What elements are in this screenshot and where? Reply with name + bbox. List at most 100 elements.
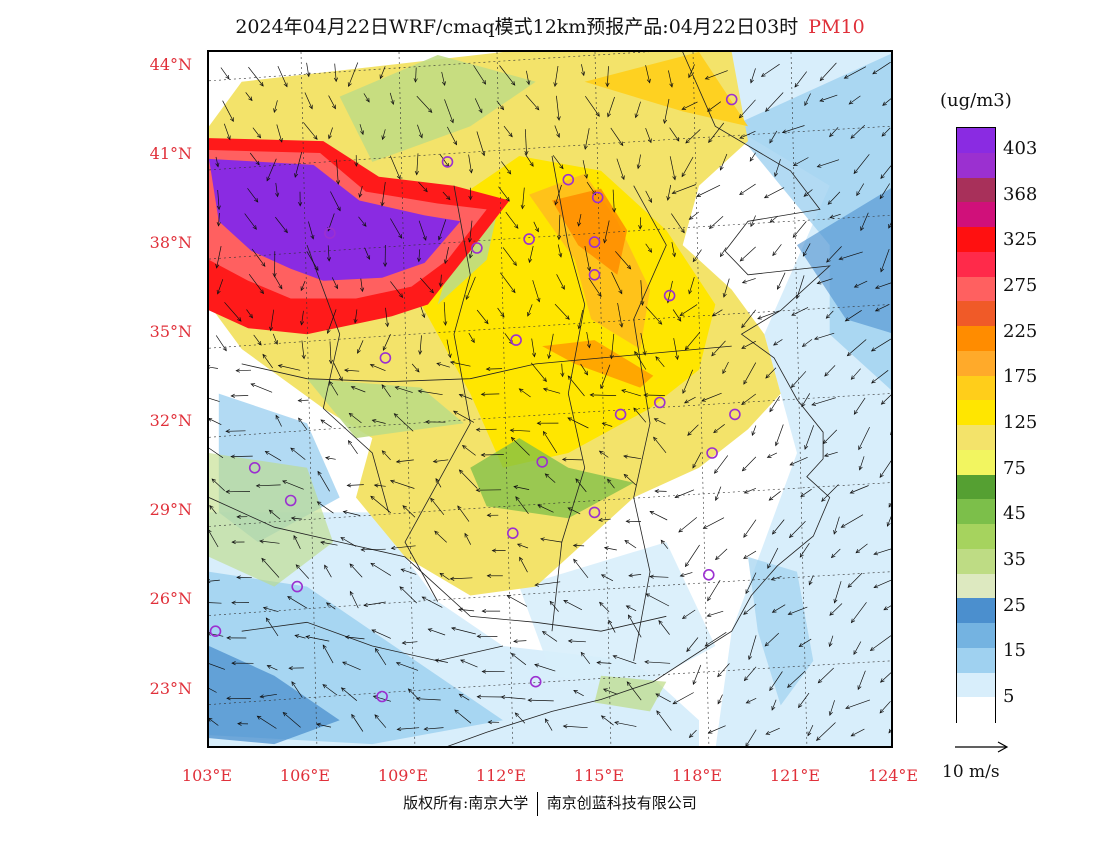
wind-vector (883, 605, 891, 611)
wind-vector (216, 246, 222, 268)
wind-arrowhead (798, 703, 803, 709)
wind-arrowhead (563, 600, 568, 604)
wind-vector (802, 339, 813, 347)
wind-vector (580, 363, 588, 375)
wind-vector (390, 480, 415, 489)
wind-vector (359, 185, 363, 198)
wind-vector (209, 397, 220, 402)
wind-vector (217, 279, 224, 295)
wind-vector (887, 515, 891, 527)
legend-label: 275 (1003, 274, 1038, 296)
wind-vector (616, 158, 625, 180)
wind-vector (527, 304, 533, 317)
wind-arrowhead (350, 385, 356, 390)
wind-arrowhead (334, 284, 338, 290)
wind-vector (792, 221, 807, 238)
wind-arrowhead (430, 497, 435, 503)
wind-arrowhead (340, 537, 346, 541)
wind-vector (343, 511, 360, 516)
wind-arrowhead (353, 318, 358, 324)
wind-vector (808, 575, 814, 585)
wind-arrowhead (776, 285, 781, 290)
wind-vector (545, 473, 556, 483)
wind-arrowhead (672, 252, 677, 258)
station-marker (471, 242, 483, 254)
wind-vector (628, 614, 642, 638)
wind-vector (510, 429, 531, 432)
wind-arrowhead (747, 655, 752, 661)
wind-vector (443, 302, 446, 326)
wind-vector (880, 248, 890, 272)
wind-vector (793, 157, 809, 166)
wind-vector (769, 215, 779, 223)
wind-vector (804, 93, 811, 106)
wind-arrowhead (385, 322, 390, 328)
wind-arrowhead (739, 190, 744, 195)
wind-vector (772, 519, 785, 535)
wind-vector (502, 247, 517, 266)
station-marker (725, 93, 738, 106)
wind-arrowhead (561, 457, 567, 462)
wind-arrowhead (252, 225, 257, 230)
wind-vector (674, 489, 695, 498)
wind-arrowhead (300, 286, 305, 292)
wind-arrowhead (458, 469, 464, 474)
copyright-right: 南京创蓝科技有限公司 (546, 794, 697, 812)
wind-vector (328, 127, 333, 139)
wind-vector (712, 309, 723, 317)
wind-arrowhead (534, 582, 540, 587)
wind-arrowhead (518, 388, 524, 393)
wind-vector (209, 530, 219, 548)
wind-arrowhead (336, 206, 341, 212)
wind-arrowhead (333, 77, 339, 83)
station-marker (506, 527, 519, 540)
wind-vector (672, 692, 694, 705)
wind-arrowhead (704, 75, 710, 80)
wind-arrowhead (266, 665, 272, 669)
wind-arrowhead (850, 134, 855, 139)
wind-vector (422, 596, 443, 608)
wind-arrowhead (584, 174, 589, 179)
wind-vector (351, 386, 366, 393)
wind-arrowhead (840, 523, 846, 528)
wind-arrowhead (519, 556, 524, 562)
wind-vector (209, 602, 222, 604)
wind-arrowhead (612, 208, 617, 213)
wind-arrowhead (577, 324, 582, 330)
wind-vector (669, 127, 680, 142)
wind-arrowhead (453, 140, 457, 146)
wind-arrowhead (262, 353, 267, 359)
wind-arrowhead (295, 564, 301, 569)
wind-vector (476, 309, 489, 324)
wind-vector (833, 516, 840, 535)
wind-vector (528, 699, 554, 702)
wind-vector (680, 304, 698, 316)
wind-arrowhead (231, 600, 236, 605)
wind-arrowhead (767, 564, 772, 569)
wind-vector (390, 281, 403, 298)
wind-vector (669, 156, 676, 180)
wind-arrowhead (487, 720, 493, 725)
wind-arrowhead (715, 555, 720, 561)
station-marker (284, 494, 297, 507)
wind-arrowhead (627, 614, 632, 620)
lat-tick-label: 38°N (149, 233, 192, 253)
wind-arrowhead (449, 360, 455, 365)
wind-arrowhead (520, 204, 525, 210)
wind-arrowhead (225, 429, 230, 434)
wind-arrowhead (626, 681, 631, 686)
wind-arrowhead (475, 488, 481, 493)
wind-vector (714, 455, 729, 474)
pm10-region (748, 556, 814, 706)
wind-vector (685, 544, 700, 567)
lon-tick-label: 109°E (377, 766, 429, 785)
wind-arrowhead (363, 602, 369, 608)
wind-arrowhead (612, 654, 618, 659)
wind-arrowhead (825, 314, 831, 319)
wind-arrowhead (310, 234, 315, 240)
wind-vector (829, 635, 834, 647)
wind-arrowhead (209, 504, 214, 510)
wind-arrowhead (890, 431, 891, 436)
wind-arrowhead (600, 715, 606, 720)
wind-vector (814, 332, 835, 340)
